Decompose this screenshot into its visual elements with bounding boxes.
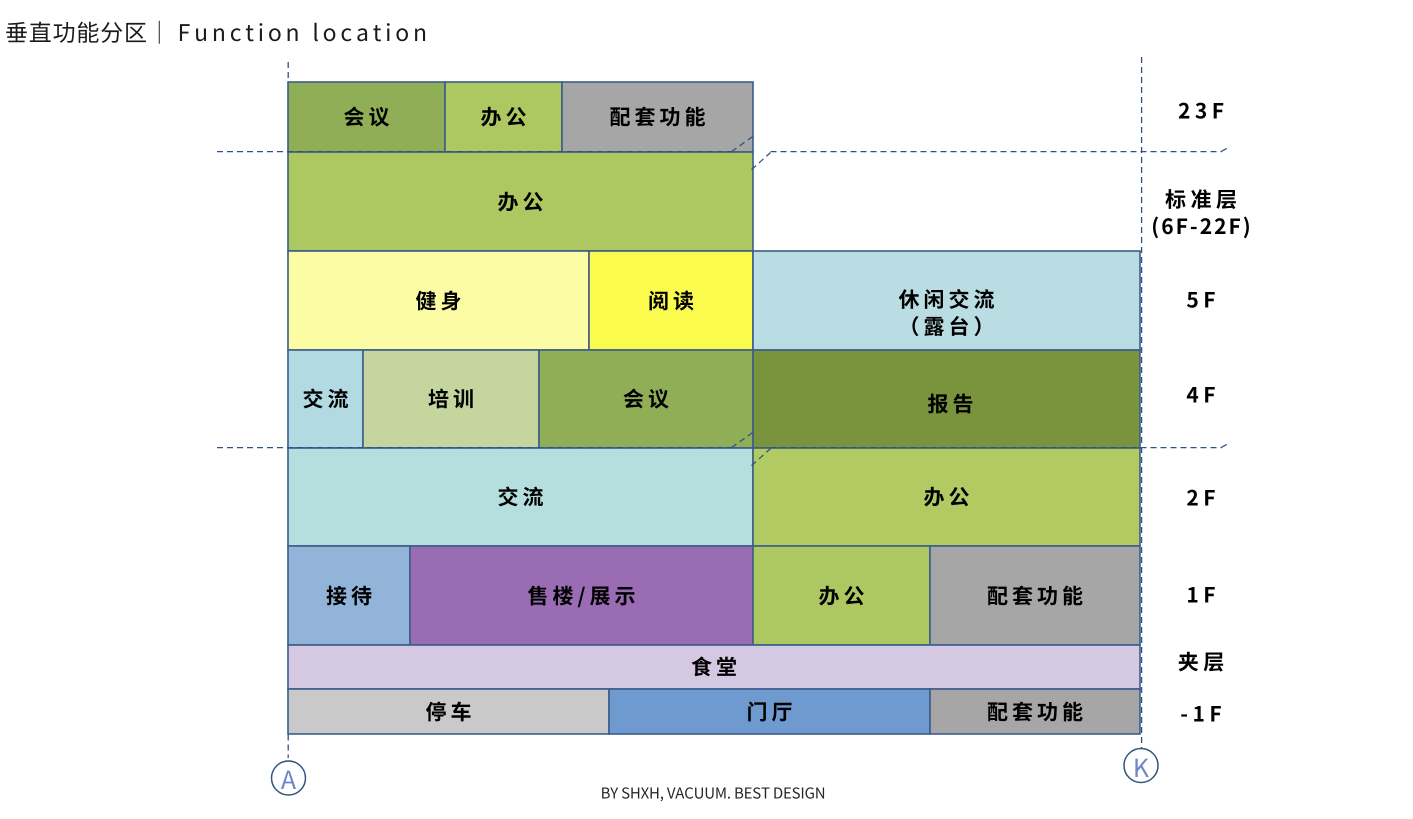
guide-hline-1-break-lower bbox=[751, 448, 771, 467]
guide-hline-0-endtick bbox=[1221, 146, 1231, 152]
block-label-交流: 交流 bbox=[299, 383, 353, 414]
block-办公 bbox=[752, 545, 931, 646]
block-label-交流: 交流 bbox=[494, 481, 548, 512]
guide-hline-1-break-upper bbox=[731, 431, 755, 449]
block-label-办公-line: 办公 bbox=[923, 481, 974, 512]
block-售楼/展示 bbox=[409, 545, 754, 646]
floor-label-mezzanine-line: 夹层 bbox=[1177, 646, 1229, 677]
block-停车 bbox=[287, 688, 610, 735]
block-label-售楼/展示: 售楼/展示 bbox=[523, 582, 639, 609]
block-label-配套功能-line: 配套功能 bbox=[609, 101, 710, 132]
page-title-en: Function location bbox=[177, 14, 431, 48]
block-label-交流-line: 交流 bbox=[497, 481, 548, 512]
block-会议 bbox=[287, 81, 446, 153]
block-会议 bbox=[538, 349, 754, 449]
floor-label-2F: 2F bbox=[1182, 482, 1221, 513]
block-label-门厅: 门厅 bbox=[743, 698, 797, 725]
block-label-会议-line: 会议 bbox=[343, 101, 394, 132]
block-label-门厅-line: 门厅 bbox=[746, 696, 797, 726]
axis-marker-circle-K bbox=[1123, 747, 1159, 784]
block-label-阅读: 阅读 bbox=[644, 287, 698, 314]
block-健身 bbox=[287, 250, 590, 351]
block-label-食堂: 食堂 bbox=[687, 651, 741, 682]
block-label-配套功能: 配套功能 bbox=[983, 698, 1087, 725]
block-label-停车: 停车 bbox=[422, 698, 476, 725]
block-label-阅读-line: 阅读 bbox=[648, 285, 698, 315]
block-label-会议-line: 会议 bbox=[623, 383, 673, 414]
floor-label-4F: 4F bbox=[1182, 379, 1221, 410]
guide-hline-0-break-upper bbox=[731, 135, 755, 153]
block-label-报告: 报告 bbox=[924, 388, 978, 419]
block-门厅 bbox=[608, 688, 931, 735]
page-title: 垂直功能分区｜ Function location bbox=[5, 14, 431, 48]
credit-line: BY SHXH, VACUUM. BEST DESIGN bbox=[600, 782, 826, 803]
floor-label-standard: 标准层 (6F-22F) bbox=[1149, 186, 1252, 240]
block-办公 bbox=[752, 447, 1141, 547]
block-报告 bbox=[752, 349, 1141, 449]
block-办公 bbox=[444, 81, 563, 153]
page-title-zh: 垂直功能分区｜ bbox=[5, 14, 172, 48]
axis-marker-letter-A-line: A bbox=[280, 761, 297, 797]
block-label-交流-line: 交流 bbox=[302, 383, 353, 414]
block-label-办公-line: 办公 bbox=[497, 186, 548, 216]
floor-label-2F-line: 2F bbox=[1186, 482, 1221, 513]
axis-marker-letter-A: A bbox=[281, 761, 296, 797]
floor-label-23F-line: 23F bbox=[1177, 95, 1229, 126]
block-label-配套功能: 配套功能 bbox=[983, 582, 1087, 609]
block-label-接待-line: 接待 bbox=[326, 580, 376, 610]
block-食堂 bbox=[287, 644, 1141, 690]
block-label-食堂-line: 食堂 bbox=[691, 651, 741, 682]
floor-label-mezzanine: 夹层 bbox=[1173, 646, 1229, 677]
axis-marker-letter-K-line: K bbox=[1132, 748, 1150, 785]
block-label-停车-line: 停车 bbox=[425, 696, 476, 726]
block-交流 bbox=[287, 349, 364, 449]
floor-label-23F: 23F bbox=[1173, 95, 1229, 126]
block-接待 bbox=[287, 545, 411, 646]
floor-label--1F-line: -1F bbox=[1180, 698, 1227, 728]
axis-marker-letter-K: K bbox=[1133, 749, 1149, 785]
block-配套功能 bbox=[929, 545, 1141, 646]
block-配套功能 bbox=[561, 81, 754, 153]
block-配套功能 bbox=[929, 688, 1141, 735]
block-label-报告-line: 报告 bbox=[927, 388, 978, 419]
block-label-配套功能-line: 配套功能 bbox=[987, 696, 1087, 726]
block-交流 bbox=[287, 447, 754, 547]
block-label-休闲交流（露台）: 休闲交流 （露台） bbox=[895, 283, 999, 341]
block-label-休闲交流（露台）-line: （露台） bbox=[898, 310, 999, 341]
block-label-办公: 办公 bbox=[815, 582, 869, 609]
floor-label-4F-line: 4F bbox=[1186, 379, 1221, 410]
floor-label-standard-line: (6F-22F) bbox=[1151, 211, 1253, 241]
axis-marker-circle-A bbox=[270, 760, 307, 796]
block-label-会议: 会议 bbox=[340, 101, 394, 132]
guide-hline-0-break-lower bbox=[751, 152, 771, 171]
block-label-培训: 培训 bbox=[424, 383, 478, 414]
block-label-配套功能-line: 配套功能 bbox=[987, 580, 1087, 610]
block-label-休闲交流（露台）-line: 休闲交流 bbox=[898, 283, 999, 314]
block-label-售楼/展示-line: 售楼/展示 bbox=[527, 580, 640, 610]
block-label-办公: 办公 bbox=[920, 481, 974, 512]
floor-label--1F: -1F bbox=[1176, 700, 1226, 727]
floor-label-5F-line: 5F bbox=[1186, 284, 1221, 315]
block-label-健身-line: 健身 bbox=[415, 285, 466, 315]
block-label-配套功能: 配套功能 bbox=[606, 101, 710, 132]
block-label-健身: 健身 bbox=[412, 287, 466, 314]
floor-label-1F: 1F bbox=[1182, 579, 1221, 610]
block-阅读 bbox=[588, 250, 754, 351]
block-label-接待: 接待 bbox=[322, 582, 376, 609]
block-label-培训-line: 培训 bbox=[428, 383, 478, 414]
block-办公 bbox=[287, 151, 754, 252]
block-label-办公-line: 办公 bbox=[480, 101, 531, 132]
block-label-办公: 办公 bbox=[477, 101, 531, 132]
block-label-会议: 会议 bbox=[619, 383, 673, 414]
floor-label-1F-line: 1F bbox=[1186, 579, 1221, 610]
floor-label-standard-line: 标准层 bbox=[1164, 184, 1242, 214]
block-label-办公: 办公 bbox=[494, 188, 548, 215]
block-label-办公-line: 办公 bbox=[818, 580, 869, 610]
guide-hline-1-endtick bbox=[1221, 442, 1231, 448]
floor-label-5F: 5F bbox=[1182, 284, 1221, 315]
